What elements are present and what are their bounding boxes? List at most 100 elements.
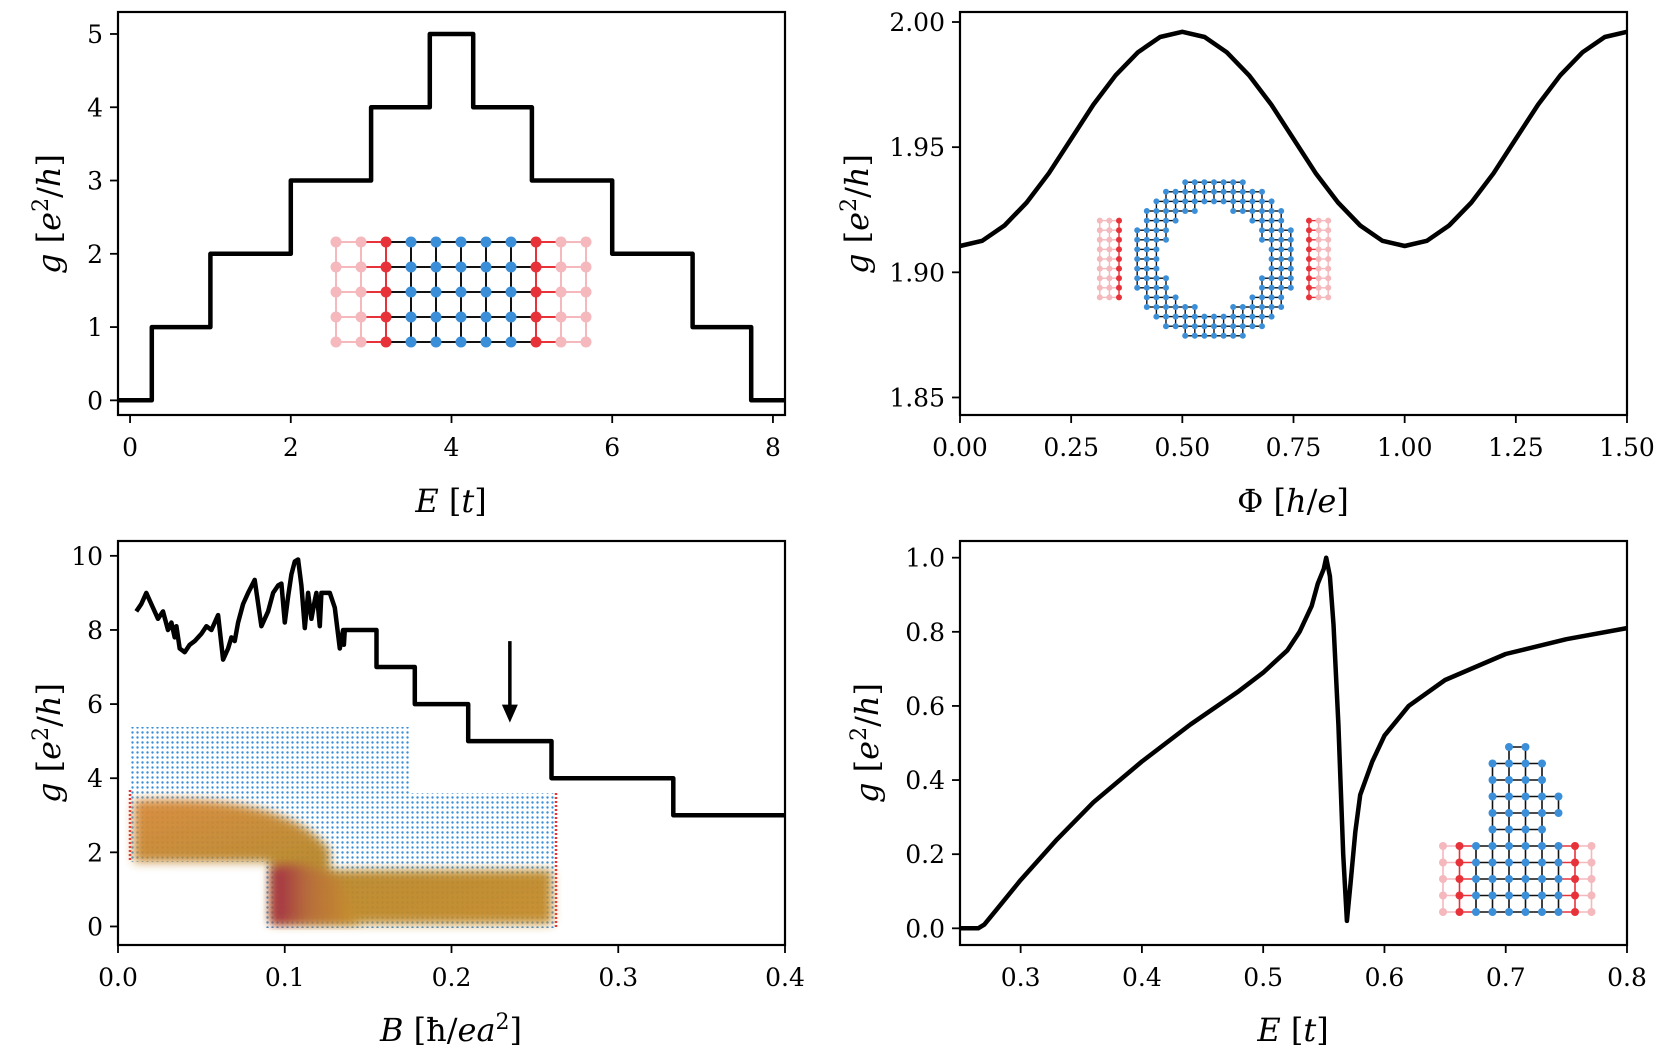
lattice-site bbox=[1538, 842, 1546, 850]
lattice-site bbox=[1505, 891, 1513, 900]
y-axis-label: g [e2/h] bbox=[837, 154, 876, 274]
lattice-site bbox=[405, 311, 417, 323]
lattice-site bbox=[580, 236, 592, 248]
conductance-curve bbox=[960, 555, 1628, 931]
lattice-site bbox=[1220, 198, 1227, 205]
y-tick-label: 0 bbox=[87, 386, 103, 415]
lattice-site bbox=[1172, 323, 1179, 330]
lattice-site bbox=[1220, 188, 1227, 195]
lattice-site bbox=[1325, 217, 1332, 224]
inset-rectangular-lattice bbox=[330, 236, 592, 348]
lattice-site bbox=[1306, 227, 1312, 234]
lattice-site bbox=[430, 286, 442, 298]
lattice-site bbox=[1249, 217, 1256, 224]
lattice-site bbox=[1239, 208, 1246, 214]
lattice-site bbox=[1505, 908, 1513, 916]
lattice-site bbox=[1268, 208, 1275, 214]
lattice-site bbox=[1096, 294, 1103, 301]
axes-frame bbox=[958, 539, 1629, 947]
lattice-site bbox=[1211, 198, 1217, 205]
lattice-site bbox=[430, 261, 442, 273]
x-tick-label: 1.00 bbox=[1377, 433, 1433, 462]
x-tick-label: 0.7 bbox=[1486, 963, 1526, 992]
lattice-site bbox=[530, 286, 542, 298]
lattice-site bbox=[1268, 284, 1275, 291]
lattice-site bbox=[1249, 208, 1256, 214]
lattice-site bbox=[1259, 323, 1265, 330]
lattice-site bbox=[1538, 908, 1546, 916]
lattice-site bbox=[355, 311, 367, 323]
y-tick-label: 1.90 bbox=[889, 258, 945, 287]
lattice-site bbox=[1239, 179, 1246, 186]
lattice-site bbox=[1259, 227, 1265, 234]
lattice-site bbox=[530, 236, 542, 248]
inset-ring-lattice bbox=[1096, 179, 1332, 339]
lattice-site bbox=[1163, 198, 1169, 205]
lattice-site bbox=[1153, 236, 1160, 243]
lattice-site bbox=[1259, 236, 1265, 243]
lattice-site bbox=[1472, 891, 1480, 900]
tick-labels: 0.3 0.4 0.5 0.6 0.7 0.8 0.0 0.2 0.4 0.6 0.8 1.0 bbox=[905, 544, 1647, 992]
x-axis-label: Φ [h/e] bbox=[1237, 482, 1349, 520]
lattice-site bbox=[555, 336, 567, 348]
lattice-site bbox=[1571, 858, 1579, 867]
lattice-site bbox=[1439, 908, 1447, 916]
lattice-site bbox=[1191, 179, 1198, 186]
lattice-site bbox=[1306, 236, 1312, 243]
lattice-site bbox=[1554, 858, 1563, 867]
lattice-site bbox=[1505, 743, 1513, 751]
lattice-site bbox=[1455, 908, 1464, 916]
lattice-site bbox=[1163, 236, 1169, 243]
lattice-site bbox=[1488, 759, 1497, 768]
lattice-site bbox=[1521, 759, 1530, 768]
lattice-site bbox=[1249, 198, 1256, 205]
x-tick-label: 1.25 bbox=[1488, 433, 1544, 462]
lattice-site bbox=[1287, 227, 1294, 234]
lattice-site bbox=[480, 286, 492, 298]
lattice-site bbox=[1163, 188, 1169, 195]
lattice-site bbox=[1143, 208, 1150, 214]
y-tick-label: 1 bbox=[87, 313, 103, 342]
lattice-site bbox=[1278, 275, 1285, 282]
density-map bbox=[134, 799, 552, 924]
lattice-site bbox=[1488, 875, 1497, 883]
lattice-site bbox=[1191, 304, 1198, 310]
lattice-site bbox=[430, 236, 442, 248]
lattice-site bbox=[1505, 792, 1513, 801]
lattice-site bbox=[1106, 236, 1113, 243]
lattice-site bbox=[1249, 294, 1256, 301]
lattice-site bbox=[505, 311, 517, 323]
lattice-site bbox=[1143, 227, 1150, 234]
lattice-site bbox=[1587, 842, 1596, 850]
lattice-site bbox=[1306, 256, 1312, 262]
lattice-site bbox=[1230, 198, 1237, 205]
lattice-site bbox=[1554, 842, 1563, 850]
lattice-site bbox=[1315, 284, 1322, 291]
lattice-site bbox=[1538, 759, 1546, 768]
x-tick-label: 0.3 bbox=[1001, 963, 1041, 992]
lattice-site bbox=[380, 261, 392, 273]
lattice-site bbox=[1268, 217, 1275, 224]
lattice-site bbox=[330, 261, 342, 273]
lattice-site bbox=[455, 236, 467, 248]
lattice-site bbox=[380, 286, 392, 298]
x-tick-label: 0.2 bbox=[432, 963, 472, 992]
y-tick-label: 1.85 bbox=[889, 383, 945, 412]
lattice-site bbox=[1106, 284, 1113, 291]
lattice-site bbox=[1554, 908, 1563, 916]
lattice-site bbox=[430, 336, 442, 348]
lattice-site bbox=[1439, 891, 1447, 900]
lattice-site bbox=[1220, 313, 1227, 320]
lattice-site bbox=[1287, 284, 1294, 291]
panel-top-left: 0 2 4 6 8 0 1 2 3 4 5 E [t] g [e2/h] bbox=[29, 10, 787, 520]
lattice-site bbox=[1538, 792, 1546, 801]
lattice-site bbox=[1239, 188, 1246, 195]
lattice-site bbox=[1278, 208, 1285, 214]
lattice-site bbox=[1325, 284, 1332, 291]
y-tick-label: 6 bbox=[87, 690, 103, 719]
lattice-site bbox=[1538, 809, 1546, 817]
lattice-site bbox=[1249, 313, 1256, 320]
lattice-site bbox=[1521, 908, 1530, 916]
lattice-site bbox=[1521, 743, 1530, 751]
lattice-site bbox=[1554, 792, 1563, 801]
